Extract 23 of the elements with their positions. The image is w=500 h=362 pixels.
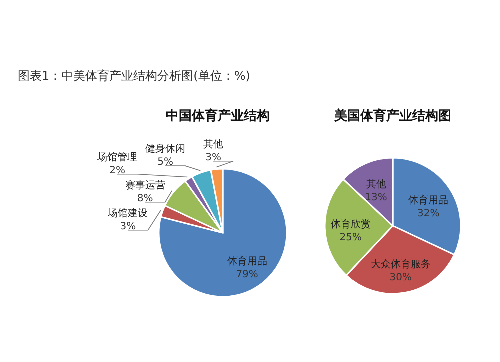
slice-label: 其他 xyxy=(366,178,386,190)
data-label: 2% xyxy=(110,165,126,176)
data-label: 79% xyxy=(236,269,258,280)
data-label: 5% xyxy=(158,157,174,168)
slice-label: 体育用品 xyxy=(408,194,449,206)
slice-label: 体育用品 xyxy=(227,255,268,268)
slice-label: 体育欣赏 xyxy=(330,218,371,230)
slice-label: 场馆建设 xyxy=(107,207,148,220)
slice-label: 健身休闲 xyxy=(146,143,186,156)
data-label: 30% xyxy=(390,272,412,284)
slice-label: 大众体育服务 xyxy=(370,258,431,270)
slice-label: 其他 xyxy=(204,138,224,150)
chart-title: 中国体育产业结构 xyxy=(166,108,270,124)
data-label: 13% xyxy=(365,192,388,204)
slice-label: 场馆管理 xyxy=(96,151,138,164)
data-label: 8% xyxy=(137,193,154,204)
chart-title: 美国体育产业结构图 xyxy=(334,108,452,124)
data-label: 32% xyxy=(417,208,440,220)
data-label: 3% xyxy=(120,221,136,232)
slice-label: 赛事运营 xyxy=(125,179,166,192)
text: 图表1：中美体育产业结构分析图(单位：%) xyxy=(18,69,250,83)
data-label: 3% xyxy=(206,152,222,164)
data-label: 25% xyxy=(340,232,362,244)
